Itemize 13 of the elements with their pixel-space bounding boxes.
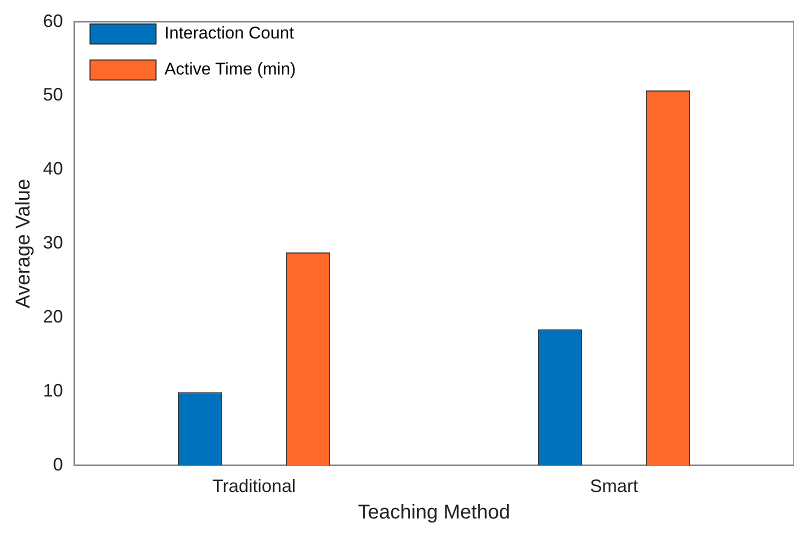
- y-tick-label: 50: [42, 84, 64, 105]
- y-tick-label: 60: [42, 10, 64, 31]
- y-tick-label: 40: [42, 158, 64, 179]
- legend-label: Interaction Count: [164, 24, 294, 43]
- y-tick-label: 10: [42, 380, 64, 400]
- x-axis-title: Teaching Method: [358, 502, 510, 524]
- x-tick-label: Traditional: [212, 476, 296, 496]
- y-axis-title: Average Value: [12, 178, 35, 308]
- y-tick-label: 0: [53, 454, 64, 474]
- y-tick-label: 20: [42, 306, 64, 326]
- legend-label: Active Time (min): [164, 60, 296, 79]
- y-tick-label: 30: [42, 232, 64, 253]
- x-tick-label: Smart: [590, 476, 638, 496]
